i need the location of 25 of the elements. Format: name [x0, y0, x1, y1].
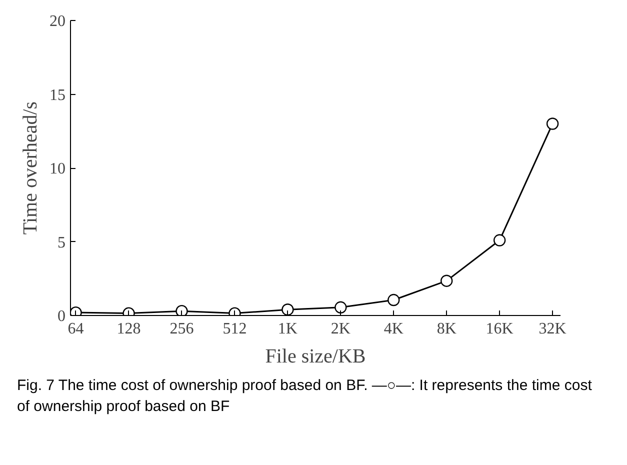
- x-tick-label: 4K: [384, 320, 404, 338]
- point: [334, 301, 347, 314]
- y-tick-label: 0: [58, 308, 66, 325]
- x-tick-label: 1K: [278, 320, 298, 338]
- x-tick-label: 128: [116, 320, 141, 338]
- x-tick-label: 256: [170, 320, 194, 338]
- point: [176, 304, 188, 316]
- x-tick-label: 64: [68, 320, 84, 338]
- x-tick-label: 8K: [436, 320, 457, 338]
- caption: Fig. 7 The time cost of ownership proof based on BF. —○—: It represents the time cost of ownership proof based on BF: [17, 376, 593, 418]
- y-tick-label: 20: [50, 13, 66, 30]
- y-axis-title: Time overhead/s: [20, 101, 42, 235]
- x-tick-label: 16K: [486, 320, 514, 338]
- x-tick-label: 32K: [538, 320, 567, 338]
- point: [440, 274, 453, 287]
- y-tick-label: 10: [50, 160, 66, 178]
- x-tick-label: 2K: [330, 320, 351, 338]
- x-axis-title: File size/KB: [265, 346, 366, 368]
- y-tick-label: 15: [50, 86, 66, 104]
- point: [546, 118, 559, 130]
- y-tick-label: 5: [58, 234, 66, 252]
- point: [282, 304, 294, 316]
- x-tick-label: 512: [222, 320, 247, 338]
- point: [388, 294, 400, 306]
- point: [493, 234, 506, 246]
